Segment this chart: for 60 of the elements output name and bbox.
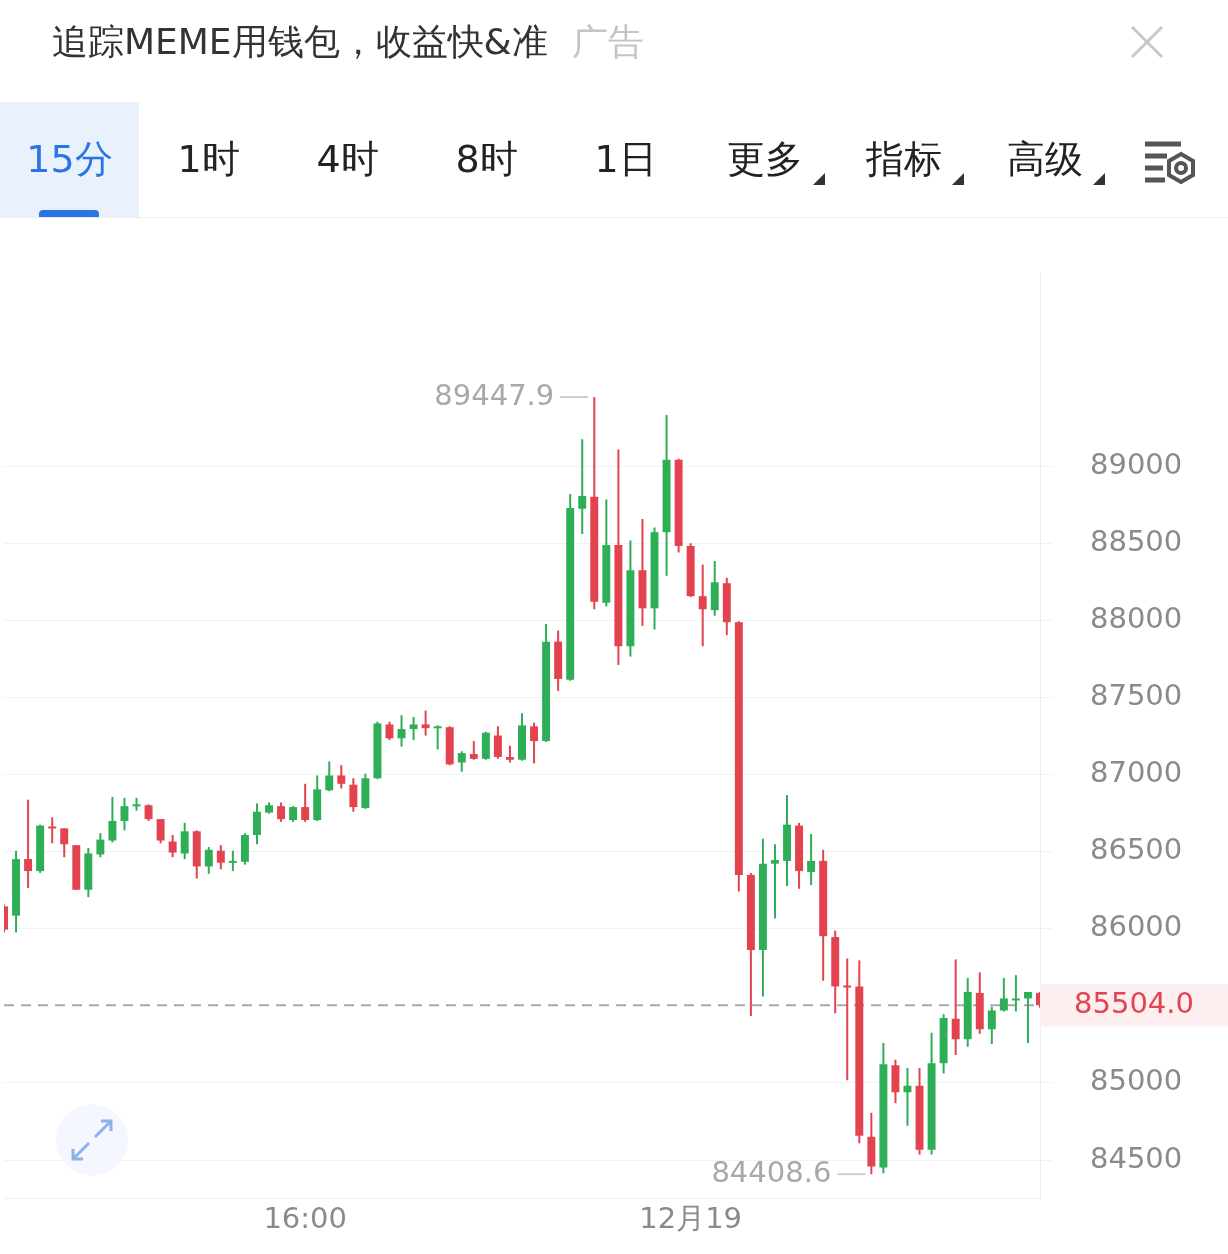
candlestick xyxy=(301,782,310,823)
candlestick xyxy=(108,795,117,844)
candlestick xyxy=(421,709,430,737)
text: 4时 xyxy=(315,136,380,183)
candlestick xyxy=(96,832,105,859)
candlestick xyxy=(433,724,442,751)
candlestick xyxy=(807,832,816,887)
candlestick xyxy=(277,801,286,823)
candlestick xyxy=(951,958,960,1057)
x-tick-label: 12月19 xyxy=(639,1200,743,1235)
candlestick xyxy=(457,750,466,773)
y-tick-label: 87500 xyxy=(1090,677,1183,712)
candlestick xyxy=(530,721,539,765)
ref-line-label: 85504.0 xyxy=(1074,985,1194,1020)
y-tick-label: 86500 xyxy=(1090,832,1183,867)
text: 更多 xyxy=(725,136,804,183)
chart-subtitle: 广告 xyxy=(571,21,644,62)
text: 15分 xyxy=(0,102,139,217)
y-tick-label: 85000 xyxy=(1090,1063,1183,1098)
candlestick xyxy=(180,821,189,861)
candlestick xyxy=(771,843,779,920)
candlestick xyxy=(397,714,406,748)
candlestick xyxy=(24,798,33,889)
annotation: 84408.6 xyxy=(711,1154,832,1189)
text: 8时 xyxy=(454,136,519,183)
candlestick xyxy=(120,796,129,832)
y-tick-label: 87000 xyxy=(1090,755,1183,790)
text: 1时 xyxy=(176,136,241,183)
candlestick xyxy=(48,816,57,845)
candlestick xyxy=(168,834,177,859)
candlestick xyxy=(349,777,358,813)
y-tick-label: 84500 xyxy=(1090,1140,1183,1175)
candlestick xyxy=(1023,990,1032,1045)
candlestick xyxy=(1011,974,1020,1013)
text: 指标 xyxy=(864,136,943,183)
candlestick xyxy=(409,716,418,742)
candlestick xyxy=(987,1005,996,1045)
candlestick xyxy=(204,846,213,875)
candlestick xyxy=(469,740,478,761)
candlestick xyxy=(698,563,707,648)
candlestick xyxy=(999,976,1008,1013)
candlestick xyxy=(843,957,852,1082)
text: 1日 xyxy=(593,136,658,183)
y-tick-label: 88500 xyxy=(1090,523,1183,558)
candlestick xyxy=(253,802,261,846)
candlestick xyxy=(325,760,334,793)
candlestick xyxy=(578,438,587,535)
candlestick xyxy=(60,827,69,859)
candlestick xyxy=(337,764,346,790)
text: 高级 xyxy=(1005,136,1084,183)
x-tick-label: 16:00 xyxy=(263,1200,347,1235)
chart-title: 追踪MEME用钱包，收益快&准 xyxy=(52,21,548,62)
candlestick xyxy=(216,844,225,871)
y-tick-label: 89000 xyxy=(1090,446,1183,481)
candlestick xyxy=(228,849,237,873)
candlestick xyxy=(493,725,502,760)
y-tick-label: 86000 xyxy=(1090,909,1183,944)
y-tick-label: 88000 xyxy=(1090,600,1183,635)
annotation: 89447.9 xyxy=(434,377,555,412)
candlestick xyxy=(156,818,165,845)
